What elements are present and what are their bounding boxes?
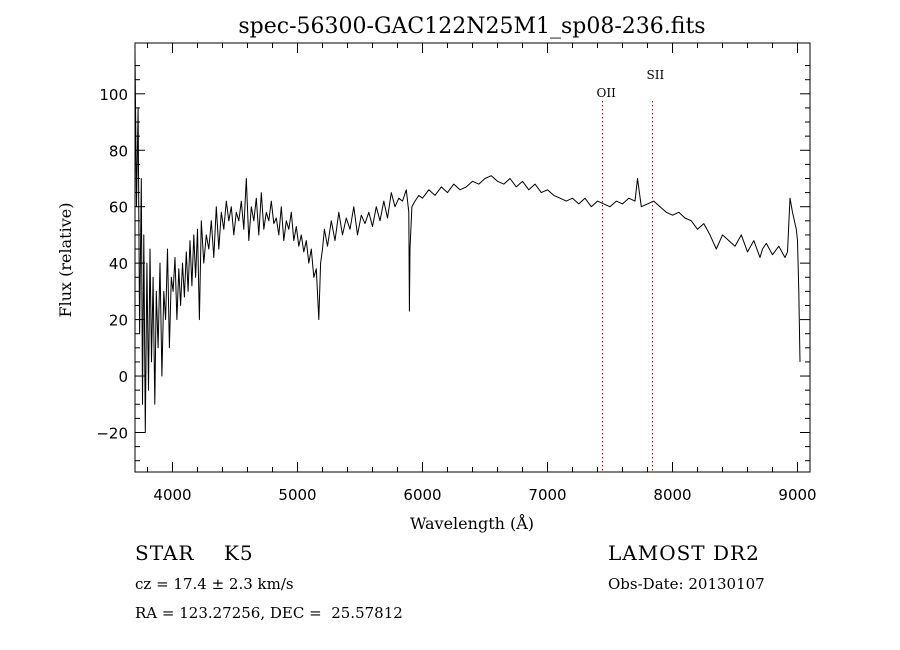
x-tick-label: 5000: [278, 486, 316, 504]
x-tick-label: 8000: [653, 486, 691, 504]
y-tick-label: 80: [109, 142, 128, 160]
chart-title: spec-56300-GAC122N25M1_sp08-236.fits: [238, 14, 705, 39]
spectrum-series-line: [134, 51, 801, 433]
x-tick-label: 9000: [778, 486, 816, 504]
plot-frame: [134, 42, 811, 473]
star-class-label: STAR K5: [135, 541, 254, 565]
y-tick-label: 40: [109, 255, 128, 273]
obs-date-label: Obs-Date: 20130107: [608, 575, 765, 593]
y-tick-label: 20: [109, 312, 128, 330]
x-tick-label: 6000: [403, 486, 441, 504]
y-tick-label: −20: [96, 424, 128, 442]
marker-label: OII: [597, 86, 617, 100]
coordinates-label: RA = 123.27256, DEC = 25.57812: [135, 604, 403, 622]
marker-label: SII: [647, 68, 665, 82]
x-axis-label: Wavelength (Å): [410, 513, 534, 533]
y-axis-label: Flux (relative): [56, 203, 75, 318]
y-tick-label: 60: [109, 199, 128, 217]
y-tick-label: 0: [118, 368, 128, 386]
survey-label: LAMOST DR2: [608, 541, 760, 565]
x-tick-label: 7000: [528, 486, 566, 504]
redshift-label: cz = 17.4 ± 2.3 km/s: [135, 575, 294, 593]
x-tick-label: 4000: [153, 486, 191, 504]
y-tick-label: 100: [99, 86, 128, 104]
